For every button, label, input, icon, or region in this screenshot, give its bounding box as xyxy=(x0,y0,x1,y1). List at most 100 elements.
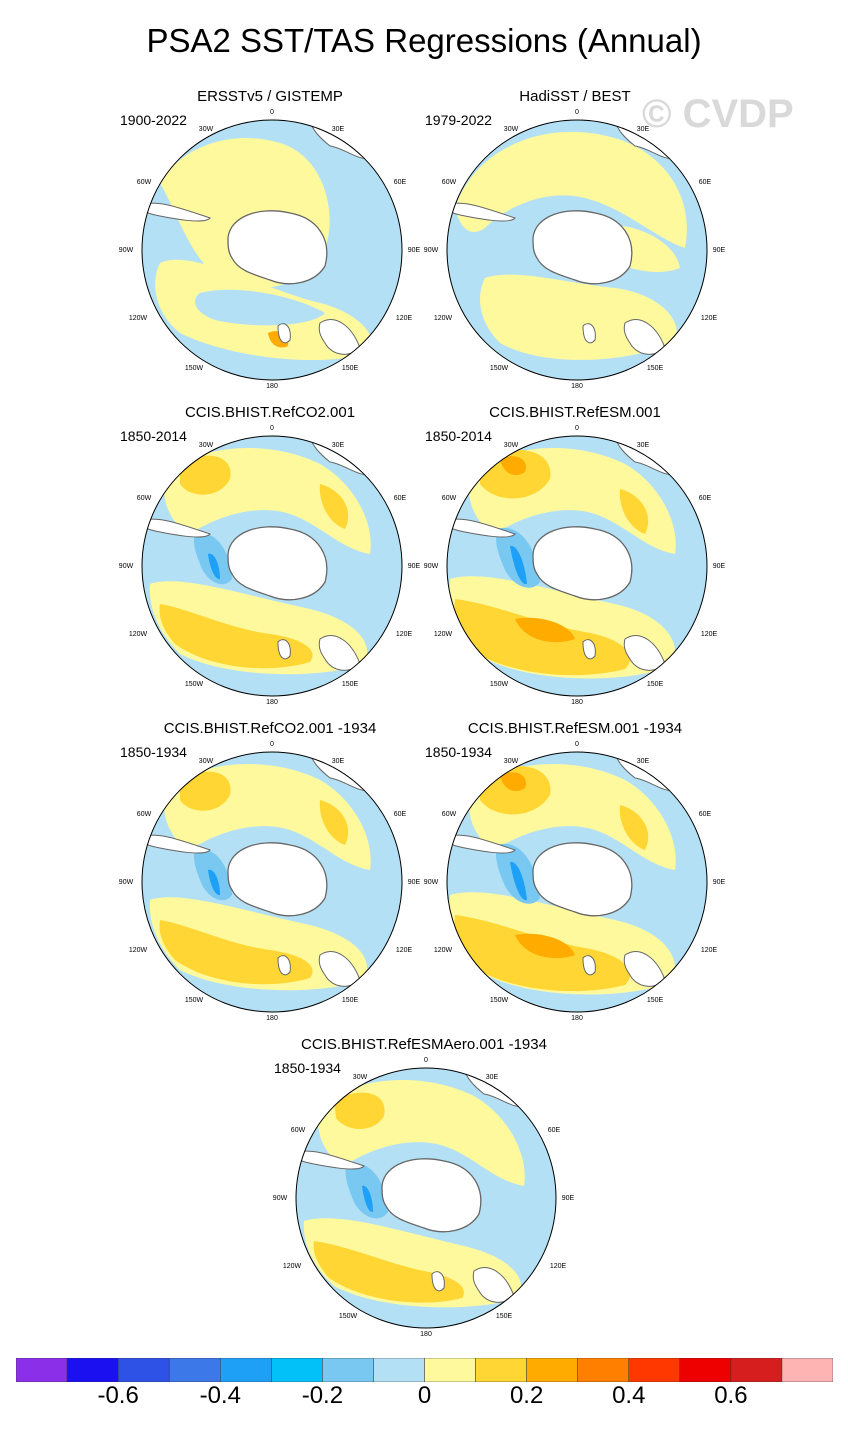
longitude-label-top: 0 xyxy=(270,109,274,116)
polar-map: 0 30W 30E 60W 60E 90W 90E 120W 120E 150W 150E 180 xyxy=(424,109,726,390)
longitude-label-bottom_right: 150E xyxy=(342,681,359,688)
longitude-label-top: 0 xyxy=(575,741,579,748)
antarctica-landmass xyxy=(532,526,633,601)
longitude-label-upper_left: 60W xyxy=(137,495,152,502)
map-panel: CCIS.BHIST.RefCO2.001 0 30W 30E 60W 60E 90W 90E… xyxy=(119,404,421,706)
australia-landmass xyxy=(318,951,361,987)
longitude-label-right: 90E xyxy=(408,247,421,254)
colorbar-swatch xyxy=(16,1358,68,1382)
field-contour xyxy=(319,800,349,845)
longitude-label-top_left: 30W xyxy=(199,442,214,449)
longitude-label-upper_left: 60W xyxy=(442,179,457,186)
colorbar-swatch xyxy=(475,1358,527,1382)
field-contour xyxy=(313,1241,464,1303)
map-panel: CCIS.BHIST.RefESMAero.001 -1934 0 30W 30E 60… xyxy=(273,1036,575,1338)
panel-period: 1900-2022 xyxy=(120,112,187,128)
longitude-label-bottom_left: 150W xyxy=(185,681,204,688)
longitude-label-bottom: 180 xyxy=(266,1015,278,1022)
new-zealand-landmass xyxy=(582,955,596,976)
colorbar-swatch xyxy=(679,1358,732,1382)
map-border xyxy=(446,119,708,381)
panel-title: HadiSST / BEST xyxy=(519,88,631,105)
longitude-label-right: 90E xyxy=(408,563,421,570)
longitude-label-bottom: 180 xyxy=(266,699,278,706)
polar-map: 0 30W 30E 60W 60E 90W 90E 120W 120E 150W 150E 180 xyxy=(424,425,726,706)
colorbar-tick-label: -0.4 xyxy=(199,1382,241,1409)
longitude-label-top_right: 30E xyxy=(637,126,650,133)
field-contour xyxy=(180,771,231,811)
map-panel: ERSSTv5 / GISTEMP 0 30W 30E 60W 60E 90W 90E 120W… xyxy=(119,88,421,390)
longitude-label-bottom_left: 150W xyxy=(185,365,204,372)
field-contour xyxy=(208,869,220,896)
australia-landmass xyxy=(623,951,666,987)
colorbar-tick-label: 0.2 xyxy=(509,1382,544,1409)
longitude-label-bottom: 180 xyxy=(571,1015,583,1022)
colorbar-tick-label: -0.2 xyxy=(301,1382,344,1409)
longitude-label-bottom_left: 150W xyxy=(490,997,509,1004)
field-contour xyxy=(515,933,575,959)
new-zealand-landmass xyxy=(277,639,291,660)
colorbar-swatch xyxy=(730,1358,783,1382)
longitude-label-top: 0 xyxy=(424,1057,428,1064)
field-contour xyxy=(510,861,527,901)
field-contour xyxy=(362,1185,373,1213)
panel-title: CCIS.BHIST.RefESM.001 -1934 xyxy=(467,720,683,737)
longitude-label-lower_right: 120E xyxy=(550,1263,567,1270)
field-contour xyxy=(510,545,527,585)
longitude-label-left: 90W xyxy=(119,879,134,886)
colorbar-swatch xyxy=(66,1358,119,1382)
colorbar-swatch xyxy=(220,1358,272,1382)
longitude-label-bottom_right: 150E xyxy=(342,997,359,1004)
longitude-label-top_left: 30W xyxy=(353,1074,368,1081)
longitude-label-top_left: 30W xyxy=(504,442,519,449)
panel-period: 1850-1934 xyxy=(120,744,187,760)
longitude-label-left: 90W xyxy=(273,1195,288,1202)
longitude-label-bottom: 180 xyxy=(571,699,583,706)
longitude-label-top_left: 30W xyxy=(199,126,214,133)
panel-title: CCIS.BHIST.RefESMAero.001 -1934 xyxy=(301,1036,547,1053)
australia-landmass xyxy=(318,635,361,671)
longitude-label-bottom_right: 150E xyxy=(647,997,664,1004)
map-panel: HadiSST / BEST 0 30W 30E 60W 60E 90W 90E 120W 120… xyxy=(424,88,726,390)
longitude-label-upper_right: 60E xyxy=(548,1127,561,1134)
antarctica-landmass xyxy=(532,210,633,285)
longitude-label-lower_right: 120E xyxy=(701,947,718,954)
longitude-label-top_left: 30W xyxy=(504,758,519,765)
longitude-label-bottom: 180 xyxy=(420,1331,432,1338)
longitude-label-lower_right: 120E xyxy=(396,631,413,638)
longitude-label-top: 0 xyxy=(270,741,274,748)
colorbar-tick-label: 0.6 xyxy=(714,1382,748,1409)
panel-title: CCIS.BHIST.RefESM.001 xyxy=(489,404,661,421)
new-zealand-landmass xyxy=(277,323,291,344)
longitude-label-upper_right: 60E xyxy=(394,811,407,818)
longitude-label-right: 90E xyxy=(713,879,726,886)
field-contour xyxy=(619,489,649,534)
australia-landmass xyxy=(472,1267,515,1303)
map-border xyxy=(446,435,708,697)
longitude-label-bottom_right: 150E xyxy=(647,681,664,688)
australia-landmass xyxy=(623,635,666,671)
field-contour xyxy=(180,455,231,495)
longitude-label-upper_left: 60W xyxy=(442,495,457,502)
longitude-label-left: 90W xyxy=(424,879,439,886)
field-contour xyxy=(319,484,349,529)
panel-title: CCIS.BHIST.RefCO2.001 xyxy=(184,404,356,421)
field-contour xyxy=(500,456,526,476)
map-panel: CCIS.BHIST.RefESM.001 0 30W 30E 60W 60E 90W 90E… xyxy=(424,404,726,706)
longitude-label-top_left: 30W xyxy=(504,126,519,133)
colorbar-swatch xyxy=(373,1358,425,1382)
field-contour xyxy=(455,131,687,248)
longitude-label-lower_right: 120E xyxy=(396,315,413,322)
longitude-label-bottom_left: 150W xyxy=(185,997,204,1004)
longitude-label-lower_left: 120W xyxy=(129,947,148,954)
longitude-label-right: 90E xyxy=(713,563,726,570)
longitude-label-upper_right: 60E xyxy=(699,811,712,818)
panel-period: 1850-2014 xyxy=(425,428,492,444)
new-zealand-landmass xyxy=(582,323,596,344)
colorbar-swatch xyxy=(577,1358,629,1382)
antarctica-landmass xyxy=(227,526,328,601)
colorbar-swatch xyxy=(117,1358,170,1382)
field-contour xyxy=(195,289,325,326)
longitude-label-bottom_left: 150W xyxy=(490,681,509,688)
field-contour xyxy=(208,553,220,580)
